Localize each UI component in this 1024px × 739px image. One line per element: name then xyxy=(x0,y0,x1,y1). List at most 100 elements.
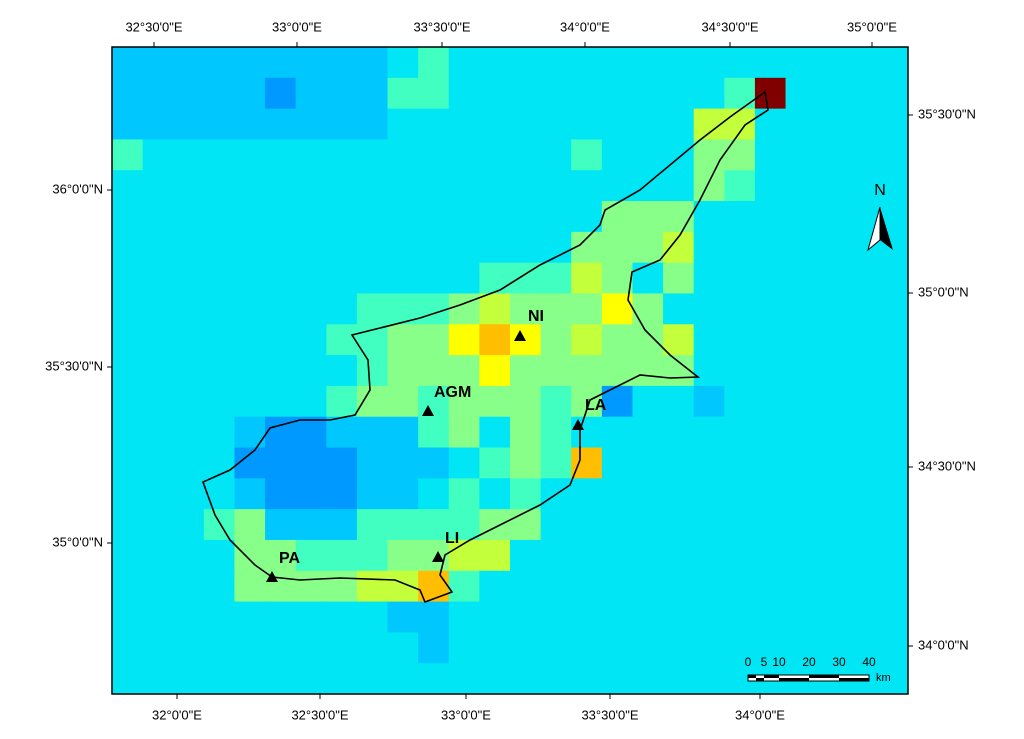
raster-cell xyxy=(785,355,817,387)
raster-cell xyxy=(510,663,542,695)
raster-cell xyxy=(754,478,787,510)
place-marker xyxy=(514,330,526,341)
raster-cell xyxy=(387,509,419,541)
raster-cell xyxy=(601,447,633,479)
raster-cell xyxy=(326,632,358,664)
raster-cell xyxy=(724,201,756,233)
scale-bar xyxy=(747,674,870,682)
raster-cell xyxy=(265,231,297,264)
raster-cell xyxy=(173,231,205,264)
raster-cell xyxy=(846,416,878,449)
raster-cell xyxy=(418,139,450,171)
raster-cell xyxy=(877,385,909,418)
raster-cell xyxy=(540,385,572,418)
raster-cell xyxy=(142,570,174,603)
raster-cell xyxy=(112,108,144,140)
raster-cell xyxy=(203,539,235,572)
raster-cell xyxy=(326,201,358,233)
raster-cell xyxy=(295,170,327,202)
raster-cell xyxy=(295,570,327,603)
raster-cell xyxy=(173,539,205,572)
raster-cell xyxy=(234,324,266,356)
raster-cell xyxy=(877,139,909,171)
scale-label: 20 xyxy=(802,655,816,669)
raster-cell xyxy=(510,509,542,541)
place-marker xyxy=(266,571,278,582)
raster-cell xyxy=(724,47,756,79)
raster-cell xyxy=(356,170,389,202)
raster-cell xyxy=(448,77,480,110)
raster-cell xyxy=(356,447,389,479)
raster-cell xyxy=(356,663,389,695)
raster-cell xyxy=(448,385,480,418)
raster-cell xyxy=(724,416,756,449)
raster-cell xyxy=(816,632,848,664)
raster-cell xyxy=(785,324,817,356)
raster-cell xyxy=(295,632,327,664)
raster-cell xyxy=(632,570,664,603)
raster-cell xyxy=(571,539,603,572)
raster-cell xyxy=(142,108,174,140)
raster-cell xyxy=(356,385,389,418)
raster-cell xyxy=(754,355,787,387)
raster-cell xyxy=(877,355,909,387)
raster-cell xyxy=(846,47,878,79)
raster-cell xyxy=(265,601,297,633)
raster-cell xyxy=(724,139,756,171)
raster-cell xyxy=(173,324,205,356)
raster-cell xyxy=(601,478,633,510)
bottom-tick-label: 33°0'0"E xyxy=(441,707,491,722)
raster-cell xyxy=(601,262,633,294)
place-marker xyxy=(572,419,584,430)
raster-cell xyxy=(387,139,419,171)
scale-label: 10 xyxy=(772,655,786,669)
raster-cell xyxy=(448,293,480,325)
raster-cell xyxy=(724,478,756,510)
raster-cell xyxy=(356,632,389,664)
raster-cell xyxy=(816,355,848,387)
raster-cell xyxy=(295,416,327,449)
raster-cell xyxy=(479,632,511,664)
raster-cell xyxy=(448,139,480,171)
raster-cell xyxy=(387,478,419,510)
raster-cell xyxy=(510,601,542,633)
raster-cell xyxy=(173,663,205,695)
raster-cell xyxy=(632,47,664,79)
raster-cell xyxy=(479,663,511,695)
raster-cell xyxy=(724,231,756,264)
raster-cell xyxy=(632,632,664,664)
raster-cell xyxy=(203,47,235,79)
raster-cell xyxy=(295,601,327,633)
top-tick-label: 32°30'0"E xyxy=(125,19,182,34)
raster-cell xyxy=(540,262,572,294)
raster-cell xyxy=(877,47,909,79)
raster-cell xyxy=(724,293,756,325)
raster-cell xyxy=(265,77,297,110)
raster-cell xyxy=(877,416,909,449)
top-tick-label: 35°0'0"E xyxy=(847,19,897,34)
raster-cell xyxy=(785,108,817,140)
raster-cell xyxy=(693,663,725,695)
raster-cell xyxy=(448,108,480,140)
raster-cell xyxy=(632,201,664,233)
raster-cell xyxy=(785,170,817,202)
raster-cell xyxy=(203,509,235,541)
raster-cell xyxy=(632,663,664,695)
raster-cell xyxy=(510,570,542,603)
raster-cell xyxy=(326,570,358,603)
raster-cell xyxy=(785,231,817,264)
raster-cell xyxy=(295,262,327,294)
raster-cell xyxy=(418,447,450,479)
raster-cell xyxy=(693,601,725,633)
raster-cell xyxy=(112,262,144,294)
raster-cell xyxy=(234,47,266,79)
raster-cell xyxy=(510,47,542,79)
raster-cell xyxy=(540,170,572,202)
raster-cell xyxy=(326,139,358,171)
raster-cell xyxy=(112,139,144,171)
raster-cell xyxy=(112,355,144,387)
raster-cell xyxy=(356,509,389,541)
raster-cell xyxy=(510,108,542,140)
raster-cell xyxy=(754,108,787,140)
raster-cell xyxy=(173,416,205,449)
